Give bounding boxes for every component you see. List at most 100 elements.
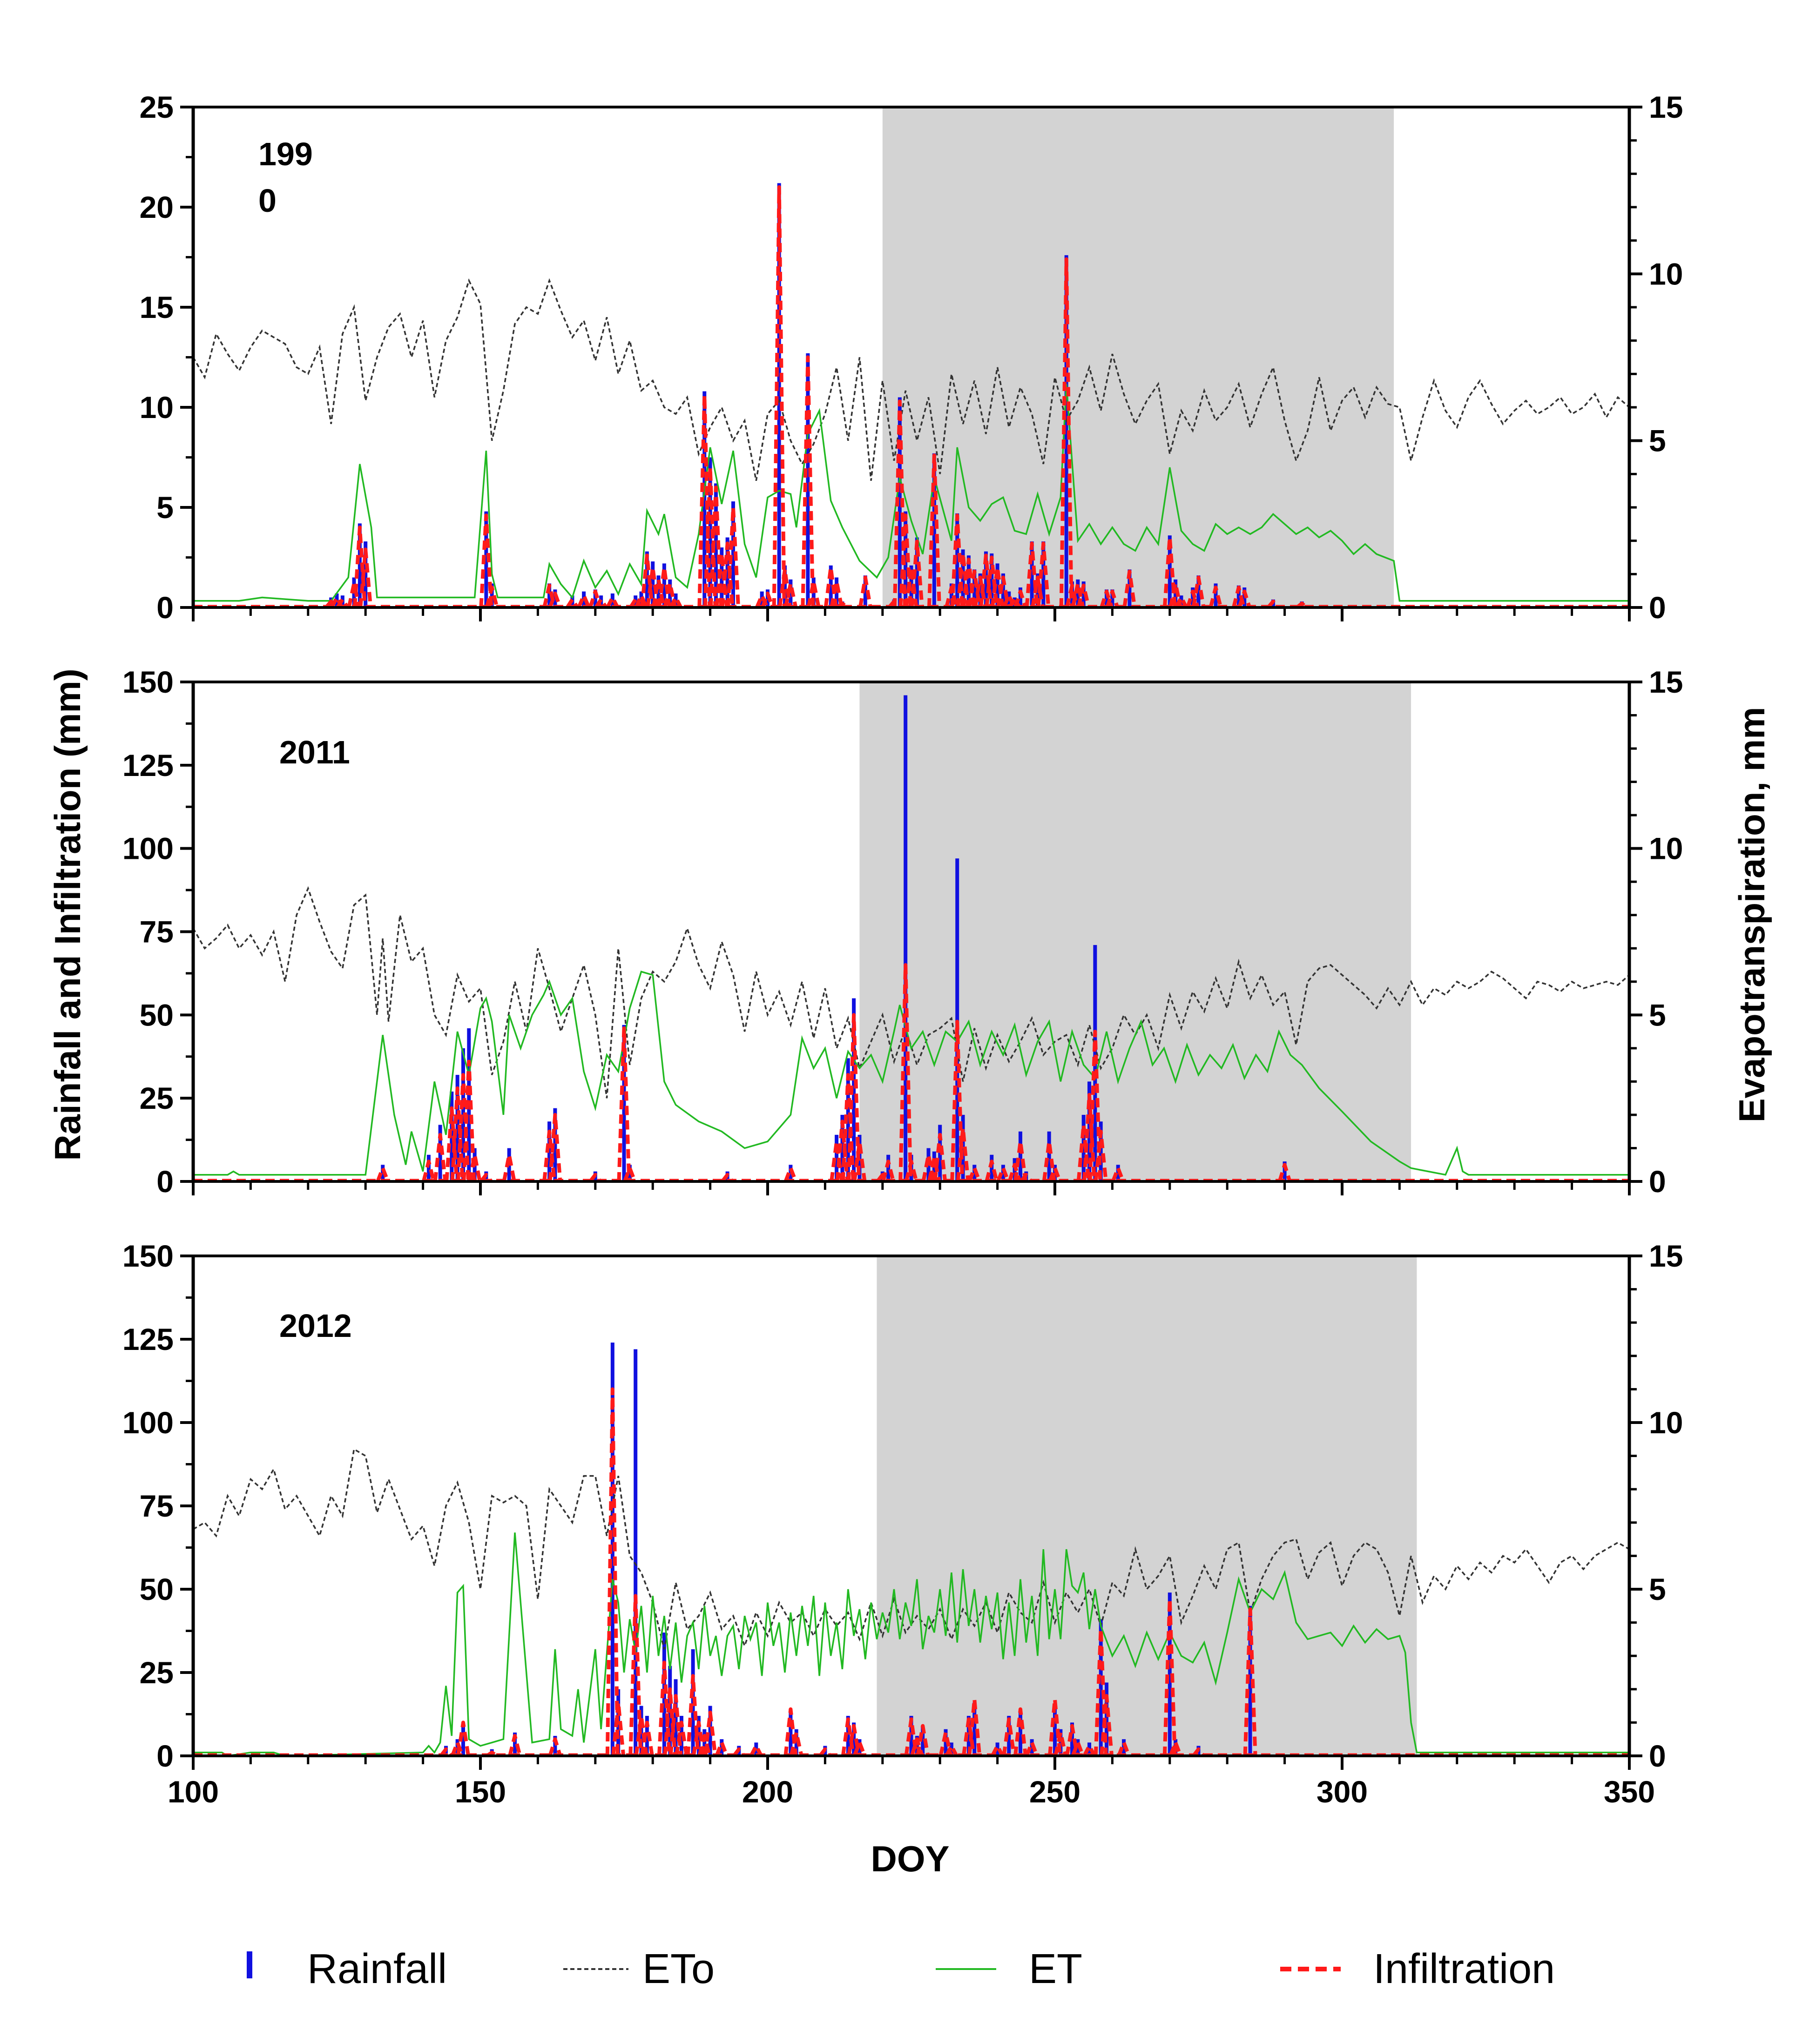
rainfall-bar: [789, 1709, 793, 1756]
left-tick-label: 25: [140, 1655, 174, 1690]
rainfall-bar: [714, 483, 718, 607]
rainfall-bar: [450, 1091, 454, 1181]
infiltration-spike: [588, 589, 602, 608]
rainfall-bar: [1127, 569, 1132, 607]
left-tick-label: 5: [156, 490, 174, 525]
et-line: [193, 384, 1629, 602]
rainfall-bar: [1105, 1682, 1109, 1756]
rainfall-bar: [547, 1121, 552, 1181]
left-tick-label: 100: [122, 831, 174, 866]
right-tick-label: 10: [1649, 256, 1683, 291]
rainfall-bar: [461, 1048, 465, 1181]
infiltration-spike: [485, 586, 499, 608]
infiltration-spike: [721, 1173, 734, 1183]
left-tick-label: 75: [140, 1489, 174, 1523]
panel-3: 0 25 50 75 100 125 150 0 5 10 15 100 150 200 250 300 350…: [122, 1239, 1683, 1809]
infiltration-spike: [1071, 1740, 1085, 1757]
rainfall-bar: [708, 1706, 712, 1756]
infiltration-spike: [605, 1387, 620, 1756]
infiltration-spike: [847, 1013, 861, 1182]
infiltration-spike: [376, 1166, 390, 1182]
infiltration-spike: [697, 1734, 712, 1756]
infiltration-spike: [1237, 589, 1252, 608]
infiltration-spike: [634, 594, 648, 608]
left-tick-label: 150: [122, 1239, 174, 1273]
rainfall-bar: [1081, 1114, 1086, 1181]
rainfall-bar: [777, 183, 781, 607]
infiltration-spike: [1036, 541, 1051, 608]
infiltration-spike: [1007, 1163, 1022, 1182]
legend-label: Infiltration: [1373, 1946, 1555, 1992]
infiltration-spike: [950, 1019, 965, 1182]
rainfall-bar: [972, 1702, 977, 1756]
infiltration-spike: [686, 1674, 700, 1756]
infiltration-spike: [1013, 589, 1027, 608]
infiltration-spike: [749, 1744, 763, 1757]
rainfall-bar: [966, 555, 971, 607]
rainfall-bar: [915, 537, 919, 607]
infiltration-spike: [1162, 1597, 1177, 1756]
infiltration-spike: [916, 1724, 930, 1756]
infiltration-spike: [548, 591, 562, 608]
infiltration-spike: [996, 575, 1010, 608]
infiltration-spike: [1094, 1627, 1108, 1756]
infiltration-spike: [835, 1120, 850, 1182]
rainfall-bar: [995, 563, 999, 607]
rainfall-bar: [1047, 1131, 1051, 1181]
rainfall-bar: [674, 1679, 678, 1756]
infiltration-spike: [1013, 1707, 1027, 1756]
infiltration-spike: [1168, 1740, 1182, 1757]
infiltration-spike: [806, 580, 821, 608]
rainfall-bar: [1196, 575, 1201, 607]
rainfall-bar: [1087, 1081, 1092, 1181]
infiltration-spike: [623, 1166, 637, 1182]
rainfall-bar: [645, 551, 649, 607]
rainfall-bar: [1041, 541, 1046, 607]
infiltration-spike: [933, 1133, 947, 1182]
rainfall-bar: [1236, 585, 1241, 607]
rainfall-bar: [668, 579, 672, 607]
x-tick-label: 100: [168, 1774, 219, 1809]
rainfall-bar: [944, 1729, 948, 1756]
panel-label: 2012: [279, 1308, 352, 1344]
infiltration-spike: [1191, 575, 1206, 608]
infiltration-spike: [927, 453, 941, 608]
rainfall-bar: [547, 583, 552, 607]
shaded-region: [877, 1256, 1417, 1756]
x-tick-label: 250: [1029, 1774, 1080, 1809]
infiltration-spike: [1243, 1607, 1257, 1756]
x-tick-label: 300: [1316, 1774, 1368, 1809]
rainfall-bar: [593, 589, 597, 607]
right-tick-label: 10: [1649, 831, 1683, 866]
rainfall-bar: [938, 1125, 942, 1181]
infiltration-spike: [1094, 1129, 1108, 1182]
infiltration-spike: [669, 595, 683, 608]
infiltration-spike: [1162, 535, 1177, 608]
right-tick-label: 5: [1649, 998, 1666, 1032]
x-axis-title: DOY: [871, 1838, 949, 1879]
rainfall-bar: [358, 523, 362, 607]
infiltration-spike: [1277, 1163, 1292, 1182]
infiltration-spike: [566, 597, 579, 609]
rainfall-bar: [1174, 579, 1178, 607]
rainfall-bar: [1168, 1592, 1172, 1756]
rainfall-bar: [455, 1075, 459, 1181]
rainfall-bar: [696, 1716, 701, 1756]
rainfall-bar: [961, 1114, 965, 1181]
rainfall-bar: [364, 541, 368, 607]
left-tick-label: 15: [140, 290, 174, 324]
right-tick-label: 10: [1649, 1405, 1683, 1440]
infiltration-spike: [789, 1730, 803, 1756]
x-tick-label: 150: [455, 1774, 506, 1809]
rainfall-bar: [1081, 581, 1086, 607]
infiltration-spike: [956, 1126, 970, 1182]
right-tick-label: 0: [1649, 1164, 1666, 1199]
infiltration-spike: [1174, 595, 1188, 608]
left-tick-label: 100: [122, 1405, 174, 1440]
infiltration-spike: [1105, 589, 1120, 608]
panel-label-line: 199: [258, 136, 313, 172]
left-tick-label: 50: [140, 998, 174, 1032]
rainfall-bar: [553, 1736, 557, 1756]
infiltration-spike: [847, 1724, 861, 1756]
left-tick-label: 20: [140, 190, 174, 224]
